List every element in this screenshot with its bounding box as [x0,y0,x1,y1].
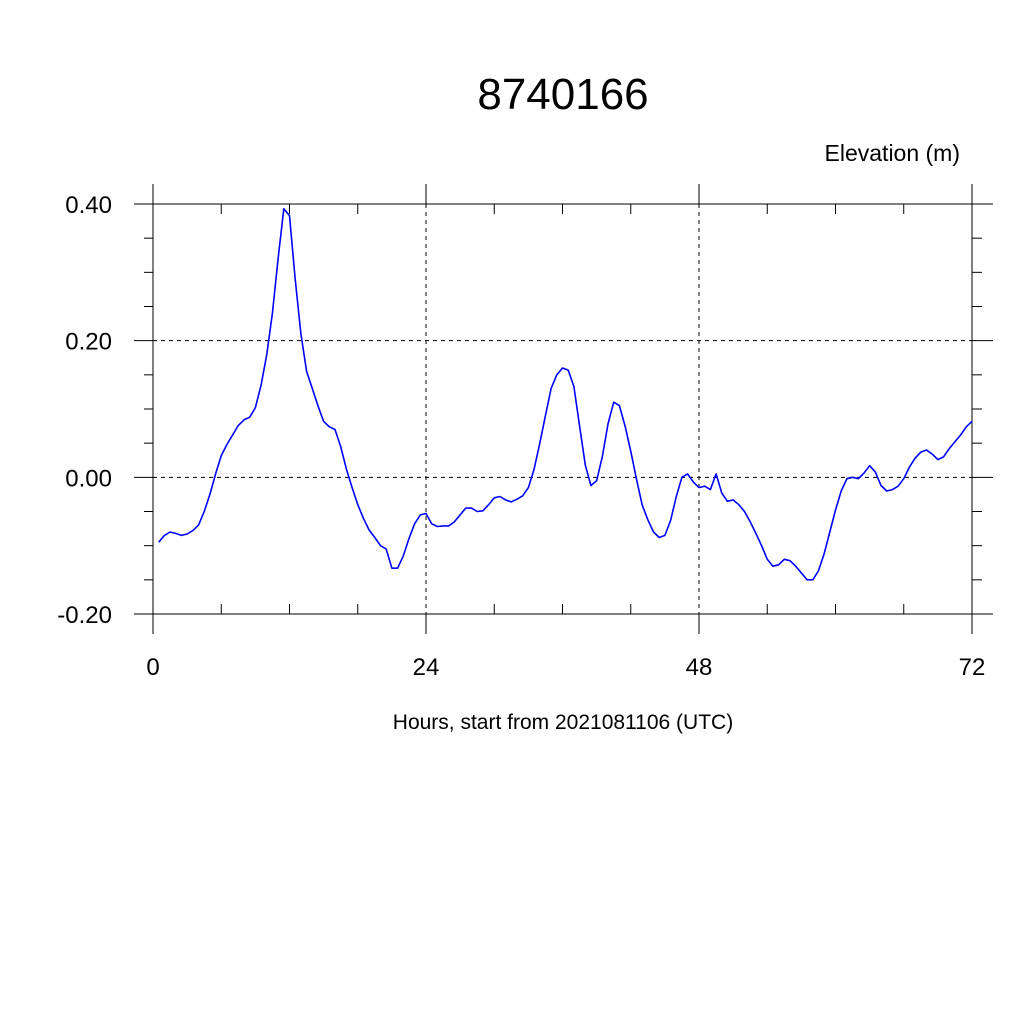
grid-lines [152,203,973,615]
chart-title: 8740166 [477,70,648,119]
tick-labels: -0.20 0.00 0.20 0.40 0 24 48 72 [57,192,985,681]
y-tick-label-0: -0.20 [57,602,112,629]
x-tick-label-3: 72 [959,654,986,681]
x-axis-label: Hours, start from 2021081106 (UTC) [393,711,733,734]
y-tick-label-2: 0.20 [65,329,112,356]
axis-ticks [134,184,993,634]
x-tick-label-1: 24 [413,654,440,681]
elevation-series-line [158,208,973,581]
y-tick-label-3: 0.40 [65,192,112,219]
y-tick-label-1: 0.00 [65,465,112,492]
x-tick-label-2: 48 [686,654,713,681]
y-axis-label: Elevation (m) [825,140,960,166]
x-tick-label-0: 0 [146,654,159,681]
plot-frame [134,185,993,634]
